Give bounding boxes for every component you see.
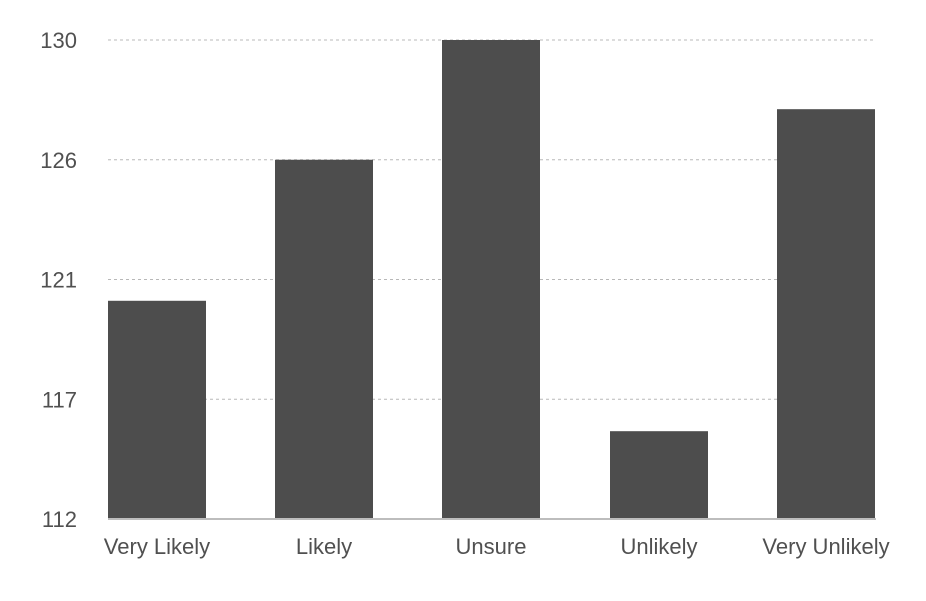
x-tick-label: Unsure — [456, 534, 527, 559]
bar — [610, 431, 708, 519]
y-tick-label: 121 — [40, 268, 77, 293]
y-tick-label: 117 — [42, 387, 77, 412]
bar — [442, 40, 540, 519]
x-tick-label: Very Likely — [104, 534, 210, 559]
bar — [275, 159, 373, 519]
x-tick-label: Likely — [296, 534, 352, 559]
labels: 112 117 121 126 130 Very Likely Likely Unsure Un… — [40, 28, 889, 559]
x-tick-label: Very Unlikely — [762, 534, 889, 559]
bars — [108, 40, 875, 519]
bar — [108, 300, 206, 519]
y-tick-label: 112 — [42, 507, 77, 532]
y-tick-label: 126 — [40, 148, 77, 173]
x-tick-label: Unlikely — [620, 534, 697, 559]
y-tick-label: 130 — [40, 28, 77, 53]
bar — [777, 109, 875, 519]
